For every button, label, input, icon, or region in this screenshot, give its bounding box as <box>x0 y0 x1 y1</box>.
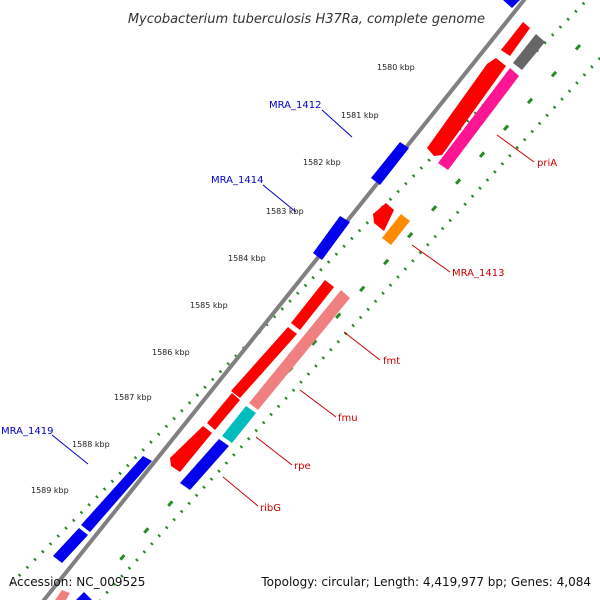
gene-block[interactable] <box>501 22 530 56</box>
reverse-strand-track2 <box>180 34 545 490</box>
gene-label-mra1412[interactable]: MRA_1412 <box>269 100 321 111</box>
gene-block-mra1413[interactable] <box>382 214 410 245</box>
kbp-tick-label: 1582 kbp <box>303 158 341 167</box>
kbp-tick-label: 1585 kbp <box>190 301 228 310</box>
gene-block-rpe[interactable] <box>222 406 256 443</box>
kbp-tick-label: 1581 kbp <box>341 111 379 120</box>
map-title: Mycobacterium tuberculosis H37Ra, comple… <box>128 12 485 27</box>
kbp-tick-label: 1588 kbp <box>72 440 110 449</box>
gene-block-mra1419-down[interactable] <box>53 528 88 563</box>
gene-block-mra1419[interactable] <box>81 456 152 532</box>
gene-block-mra1414[interactable] <box>313 216 350 260</box>
gene-label-pria[interactable]: priA <box>537 158 557 169</box>
gene-block-bottom-blue[interactable] <box>76 592 92 600</box>
gene-label-mra1414[interactable]: MRA_1414 <box>211 175 263 186</box>
gene-block-top[interactable] <box>503 0 520 8</box>
accession-text: Accession: NC_009525 <box>9 575 145 589</box>
forward-strand-genes <box>53 0 520 600</box>
gene-block-fmu[interactable] <box>249 290 350 410</box>
genome-backbone <box>41 0 527 600</box>
gene-block-mra1413-red[interactable] <box>373 203 394 231</box>
kbp-tick-label: 1586 kbp <box>152 348 190 357</box>
inner-dotted-arc <box>98 56 600 600</box>
gene-label-mra1419[interactable]: MRA_1419 <box>1 426 53 437</box>
gene-block-rpe-red[interactable] <box>170 426 212 472</box>
gene-labels: MRA_1412 MRA_1414 MRA_1419 priA MRA_1413… <box>1 100 557 514</box>
kbp-tick-labels: 1580 kbp 1581 kbp 1582 kbp 1583 kbp 1584… <box>31 63 415 495</box>
gene-label-rpe[interactable]: rpe <box>294 461 311 472</box>
gene-label-fmt[interactable]: fmt <box>383 356 400 367</box>
gene-block-fmu-red[interactable] <box>207 393 240 430</box>
gene-block-mra1412[interactable] <box>371 142 409 185</box>
gene-label-ribg[interactable]: ribG <box>260 503 281 514</box>
gene-block-fmt[interactable] <box>231 327 297 398</box>
genome-summary-text: Topology: circular; Length: 4,419,977 bp… <box>260 575 591 589</box>
gene-label-fmu[interactable]: fmu <box>338 413 358 424</box>
kbp-tick-label: 1583 kbp <box>266 207 304 216</box>
kbp-tick-label: 1580 kbp <box>377 63 415 72</box>
reverse-strand-genes <box>170 22 530 472</box>
label-leaders <box>51 109 535 507</box>
gene-block-pria-upstream[interactable] <box>427 58 506 156</box>
kbp-tick-label: 1587 kbp <box>114 393 152 402</box>
gene-block-fmt-upstream[interactable] <box>291 280 334 330</box>
gene-label-mra1413[interactable]: MRA_1413 <box>452 268 504 279</box>
gene-block-bottom-salmon[interactable] <box>55 590 70 600</box>
gene-block-ribg[interactable] <box>180 439 229 490</box>
kbp-tick-label: 1589 kbp <box>31 486 69 495</box>
gene-block-pria[interactable] <box>438 68 519 170</box>
kbp-tick-label: 1584 kbp <box>228 254 266 263</box>
gene-block-grey[interactable] <box>513 34 545 70</box>
